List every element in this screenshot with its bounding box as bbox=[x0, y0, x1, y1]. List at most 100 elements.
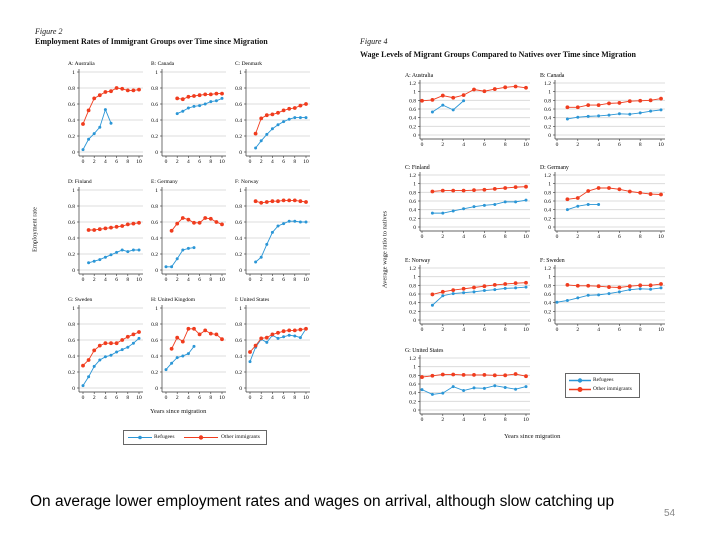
y-tick-label: 0.8 bbox=[409, 98, 416, 104]
other-immigrants-point bbox=[169, 346, 174, 351]
other-immigrants-point bbox=[492, 373, 497, 378]
x-tick-label: 6 bbox=[282, 395, 285, 401]
other-immigrants-point bbox=[192, 220, 196, 225]
other-immigrants-point bbox=[472, 87, 476, 92]
refugees-line bbox=[432, 199, 527, 214]
x-tick-label: 4 bbox=[597, 234, 600, 240]
x-tick-label: 8 bbox=[209, 159, 212, 165]
page-number: 54 bbox=[664, 508, 676, 519]
other-immigrants-point bbox=[92, 348, 97, 353]
other-immigrants-point bbox=[638, 283, 643, 288]
refugees-point bbox=[126, 345, 130, 349]
other-immigrants-point bbox=[114, 224, 119, 229]
refugees-point bbox=[441, 391, 445, 395]
y-tick-label: 0 bbox=[155, 150, 158, 156]
legend-refugees-label: Refugees bbox=[593, 377, 614, 383]
y-tick-label: 0 bbox=[239, 268, 242, 274]
refugees-point bbox=[92, 259, 96, 263]
x-tick-label: 4 bbox=[462, 142, 465, 148]
y-tick-label: 0 bbox=[72, 150, 75, 156]
other-immigrants-point bbox=[197, 220, 202, 225]
other-immigrants-point bbox=[276, 199, 280, 204]
refugees-point bbox=[115, 250, 119, 254]
other-immigrants-line bbox=[171, 328, 223, 350]
y-tick-label: 0.6 bbox=[409, 382, 416, 388]
x-tick-label: 2 bbox=[441, 417, 444, 423]
refugees-point bbox=[462, 389, 466, 392]
refugees-line bbox=[567, 204, 599, 211]
other-immigrants-point bbox=[169, 228, 174, 233]
y-tick-label: 0.6 bbox=[235, 338, 242, 344]
y-tick-label: 0.6 bbox=[68, 338, 75, 344]
y-tick-label: 0.2 bbox=[151, 134, 158, 140]
x-tick-label: 2 bbox=[260, 277, 263, 283]
y-tick-label: 0 bbox=[239, 150, 242, 156]
y-tick-label: 0.2 bbox=[68, 134, 75, 140]
other-immigrants-point bbox=[131, 221, 136, 226]
other-immigrants-point bbox=[627, 99, 632, 104]
x-tick-label: 2 bbox=[260, 159, 263, 165]
other-immigrants-point bbox=[81, 363, 85, 368]
x-tick-label: 8 bbox=[126, 159, 129, 165]
y-tick-label: 0.2 bbox=[235, 370, 242, 376]
refugees-point bbox=[659, 108, 663, 112]
refugees-point bbox=[115, 350, 119, 354]
refugees-point bbox=[265, 340, 269, 344]
x-tick-label: 8 bbox=[639, 142, 642, 148]
panel-c-finland: C: Finland 0 0.2 0.4 0.6 0.8 1 1.2 0 2 4 6 8 10 bbox=[405, 165, 530, 240]
refugees-point bbox=[555, 300, 559, 304]
refugees-point bbox=[586, 202, 590, 206]
x-tick-label: 4 bbox=[597, 327, 600, 333]
refugees-point bbox=[607, 292, 611, 296]
other-immigrants-point bbox=[648, 192, 653, 196]
x-tick-label: 6 bbox=[618, 327, 621, 333]
other-immigrants-point bbox=[513, 281, 518, 286]
other-immigrants-point bbox=[287, 106, 292, 111]
other-immigrants-line bbox=[88, 222, 140, 231]
other-immigrants-point bbox=[103, 341, 108, 346]
refugees-point bbox=[126, 250, 130, 254]
other-immigrants-point bbox=[659, 282, 663, 286]
x-tick-label: 4 bbox=[597, 142, 600, 148]
other-immigrants-point bbox=[659, 192, 663, 197]
other-immigrants-point bbox=[109, 225, 113, 230]
x-tick-label: 0 bbox=[421, 142, 424, 148]
other-immigrants-point bbox=[596, 103, 601, 107]
x-tick-label: 8 bbox=[126, 277, 129, 283]
figure-2-xlabel: Years since migration bbox=[150, 408, 207, 415]
other-immigrants-point bbox=[648, 283, 653, 288]
refugees-point bbox=[462, 99, 466, 103]
panel-title: A: Australia bbox=[405, 73, 434, 79]
x-tick-label: 8 bbox=[293, 395, 296, 401]
other-immigrants-point bbox=[197, 93, 202, 98]
other-immigrants-point bbox=[503, 282, 508, 286]
refugees-point bbox=[597, 293, 601, 297]
y-tick-label: 0.2 bbox=[544, 124, 551, 130]
other-immigrants-point bbox=[114, 341, 119, 346]
y-tick-label: 0.2 bbox=[151, 252, 158, 258]
other-immigrants-point bbox=[461, 188, 466, 193]
refugees-point bbox=[87, 375, 91, 379]
x-tick-label: 8 bbox=[504, 142, 507, 148]
x-tick-label: 4 bbox=[187, 277, 190, 283]
refugees-point bbox=[293, 116, 297, 120]
refugees-point bbox=[81, 148, 85, 152]
refugees-point bbox=[451, 292, 455, 296]
other-immigrants-point bbox=[607, 186, 611, 190]
other-immigrants-point bbox=[430, 292, 435, 297]
x-tick-label: 6 bbox=[198, 395, 201, 401]
y-tick-label: 0.2 bbox=[235, 134, 242, 140]
other-immigrants-point bbox=[472, 285, 476, 290]
x-tick-label: 0 bbox=[249, 159, 252, 165]
x-tick-label: 6 bbox=[483, 234, 486, 240]
other-immigrants-point bbox=[461, 286, 466, 291]
refugees-point bbox=[276, 336, 280, 340]
y-tick-label: 0.4 bbox=[151, 118, 158, 124]
y-tick-label: 0.8 bbox=[235, 204, 242, 210]
other-immigrants-point bbox=[109, 89, 113, 94]
other-immigrants-point bbox=[97, 227, 102, 232]
other-immigrants-point bbox=[524, 85, 528, 90]
refugees-point bbox=[170, 265, 174, 269]
y-tick-label: 0.6 bbox=[544, 199, 551, 205]
